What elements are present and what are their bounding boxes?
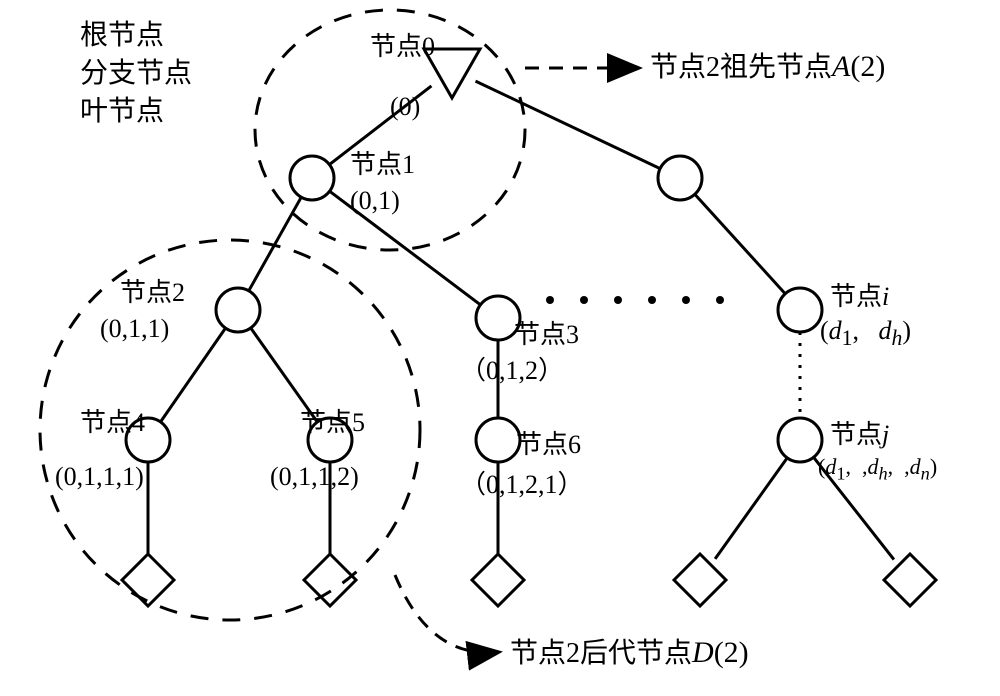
nodei-code: (d1, dh) <box>820 316 911 351</box>
leaf-diamond <box>884 554 936 606</box>
node1-code: (0,1) <box>350 186 400 216</box>
ellipsis-dot <box>546 296 554 304</box>
node6-label: 节点6 <box>516 430 581 460</box>
descendant-annotation: 节点2后代节点D(2) <box>510 636 749 671</box>
node3-code: （0,1,2） <box>460 356 564 386</box>
ellipsis-dot <box>648 296 656 304</box>
ancestor-prefix: 节点2祖先节点 <box>650 52 832 83</box>
ellipsis-dot <box>682 296 690 304</box>
node5-label: 节点5 <box>300 408 365 438</box>
node4-label: 节点4 <box>80 408 145 438</box>
edge <box>475 81 660 168</box>
descendant-arg: (2) <box>714 636 749 669</box>
ancestor-symbol: A <box>832 50 850 83</box>
branch-circle <box>216 288 260 332</box>
node6-code: （0,1,2,1） <box>460 470 584 500</box>
ancestor-annotation: 节点2祖先节点A(2) <box>650 50 885 85</box>
leaf-diamond <box>674 554 726 606</box>
node0-code: (0) <box>390 92 420 122</box>
diagram-stage: 根节点 分支节点 叶节点 节点0 (0) 节点1 (0,1) 节点2 (0,1,… <box>0 0 1000 696</box>
node5-code: (0,1,1,2) <box>270 462 359 492</box>
node1-label: 节点1 <box>350 150 415 180</box>
ellipsis-dot <box>716 296 724 304</box>
node0-label: 节点0 <box>370 32 435 62</box>
legend-branch: 分支节点 <box>80 58 192 90</box>
branch-circle <box>290 156 334 200</box>
descendant-prefix: 节点2后代节点 <box>510 638 692 669</box>
leaf-diamond <box>122 554 174 606</box>
legend-root: 根节点 <box>80 20 164 52</box>
branch-circle <box>476 418 520 462</box>
nodej-code: (d1, ,dh, ,dn) <box>818 454 937 484</box>
leaf-diamond <box>472 554 524 606</box>
nodej-label: 节点j <box>830 420 889 450</box>
edge <box>161 328 226 422</box>
edge <box>715 458 787 559</box>
branch-circle <box>778 418 822 462</box>
node4-code: (0,1,1,1) <box>55 462 144 492</box>
node3-label: 节点3 <box>514 320 579 350</box>
edge <box>695 194 785 293</box>
ellipsis-dot <box>580 296 588 304</box>
node2-label: 节点2 <box>120 278 185 308</box>
legend-leaf: 叶节点 <box>80 96 164 128</box>
nodei-label: 节点i <box>830 282 889 312</box>
branch-circle <box>778 288 822 332</box>
node2-code: (0,1,1) <box>100 314 169 344</box>
ancestor-arg: (2) <box>850 50 885 83</box>
ellipsis-dot <box>614 296 622 304</box>
branch-circle <box>658 156 702 200</box>
descendant-symbol: D <box>692 636 714 669</box>
